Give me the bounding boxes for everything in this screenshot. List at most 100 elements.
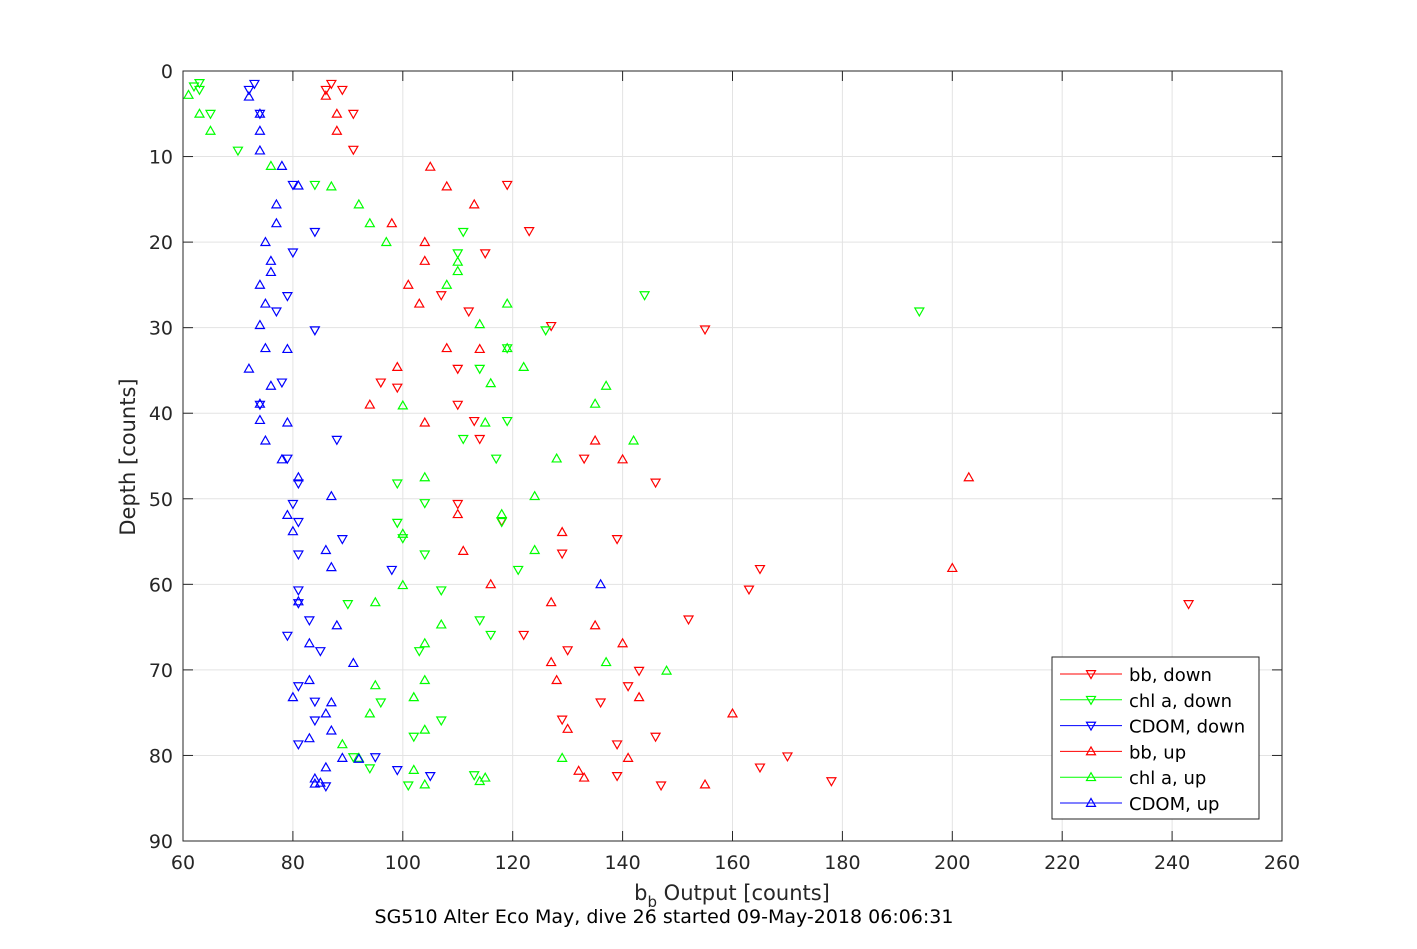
data-point bbox=[402, 279, 414, 289]
data-point bbox=[441, 279, 453, 289]
data-point bbox=[468, 771, 480, 781]
data-point bbox=[265, 380, 277, 390]
legend-entry: bb, down bbox=[1060, 665, 1212, 686]
y-tick-label: 60 bbox=[149, 574, 173, 596]
legend-marker bbox=[1085, 797, 1097, 807]
data-point bbox=[270, 198, 282, 209]
data-point bbox=[193, 108, 206, 118]
data-point bbox=[435, 586, 447, 597]
data-point bbox=[479, 416, 491, 427]
y-tick-label: 10 bbox=[149, 147, 173, 169]
data-point bbox=[347, 109, 359, 120]
data-point bbox=[650, 478, 662, 489]
data-point bbox=[243, 363, 255, 373]
data-point bbox=[474, 434, 486, 445]
data-point bbox=[309, 716, 321, 727]
data-point bbox=[276, 453, 288, 464]
data-point bbox=[325, 724, 337, 735]
data-point bbox=[331, 619, 343, 630]
legend-label: chl a, up bbox=[1129, 768, 1206, 789]
data-point bbox=[408, 732, 420, 743]
data-point bbox=[474, 775, 486, 786]
data-point bbox=[699, 325, 711, 336]
data-point bbox=[320, 85, 332, 96]
data-point bbox=[452, 508, 464, 519]
data-point bbox=[303, 616, 315, 626]
data-point bbox=[435, 716, 447, 727]
data-point bbox=[600, 656, 612, 667]
data-point bbox=[650, 732, 662, 743]
data-point bbox=[391, 361, 403, 371]
data-point bbox=[413, 298, 425, 308]
data-point bbox=[254, 108, 266, 118]
data-point bbox=[303, 674, 315, 685]
data-point bbox=[913, 307, 925, 318]
data-point bbox=[468, 198, 480, 209]
data-point bbox=[364, 398, 376, 409]
legend-label: bb, up bbox=[1129, 742, 1186, 763]
data-point bbox=[386, 217, 398, 228]
data-point bbox=[474, 364, 486, 375]
data-point bbox=[743, 585, 755, 596]
data-point bbox=[183, 89, 195, 99]
data-point bbox=[347, 657, 359, 668]
data-point bbox=[496, 517, 508, 528]
data-point bbox=[611, 535, 623, 545]
data-point bbox=[518, 361, 530, 371]
data-point bbox=[243, 90, 255, 101]
legend-marker bbox=[1085, 695, 1097, 706]
x-tick-label: 240 bbox=[1154, 852, 1190, 874]
series-5 bbox=[243, 90, 607, 788]
data-point bbox=[281, 292, 293, 302]
data-point bbox=[309, 227, 321, 238]
data-point bbox=[556, 549, 568, 560]
data-point bbox=[419, 236, 431, 247]
data-point bbox=[424, 161, 436, 171]
data-point bbox=[292, 471, 304, 482]
legend-entry: bb, up bbox=[1060, 742, 1186, 763]
data-point bbox=[259, 298, 271, 308]
y-tick-labels: 0 10 20 30 40 50 60 70 80 90 bbox=[149, 61, 173, 853]
data-point bbox=[518, 630, 530, 641]
data-point bbox=[369, 753, 381, 763]
data-point bbox=[485, 377, 497, 388]
data-point bbox=[413, 647, 425, 657]
data-point bbox=[336, 85, 348, 96]
x-tick-label: 180 bbox=[824, 852, 860, 874]
data-point bbox=[562, 723, 574, 733]
data-point bbox=[391, 518, 403, 529]
data-point bbox=[320, 544, 332, 555]
data-point bbox=[254, 319, 266, 330]
data-point bbox=[375, 378, 387, 389]
data-point bbox=[320, 707, 332, 718]
y-tick-label: 40 bbox=[149, 403, 173, 425]
data-point bbox=[556, 752, 568, 762]
legend-box bbox=[1051, 656, 1260, 820]
data-point bbox=[424, 772, 436, 782]
data-point bbox=[281, 631, 293, 642]
data-point bbox=[287, 248, 299, 259]
data-point bbox=[963, 471, 975, 482]
data-point bbox=[485, 578, 497, 589]
y-tick-label: 30 bbox=[149, 318, 173, 340]
data-point bbox=[457, 227, 469, 238]
data-point bbox=[204, 109, 217, 120]
data-point bbox=[386, 565, 398, 576]
data-point bbox=[331, 435, 343, 446]
data-point bbox=[408, 764, 420, 774]
data-point bbox=[419, 471, 431, 482]
data-point bbox=[589, 434, 601, 445]
data-point bbox=[325, 180, 337, 191]
data-point bbox=[331, 108, 343, 118]
data-point bbox=[259, 434, 271, 445]
data-point bbox=[474, 616, 486, 626]
data-point bbox=[611, 740, 623, 751]
data-point bbox=[364, 764, 376, 774]
data-point bbox=[292, 479, 304, 490]
y-tick-label: 20 bbox=[149, 232, 173, 254]
data-markers bbox=[183, 79, 1195, 792]
data-point bbox=[292, 517, 304, 528]
data-point bbox=[754, 564, 766, 575]
data-point bbox=[265, 160, 277, 170]
